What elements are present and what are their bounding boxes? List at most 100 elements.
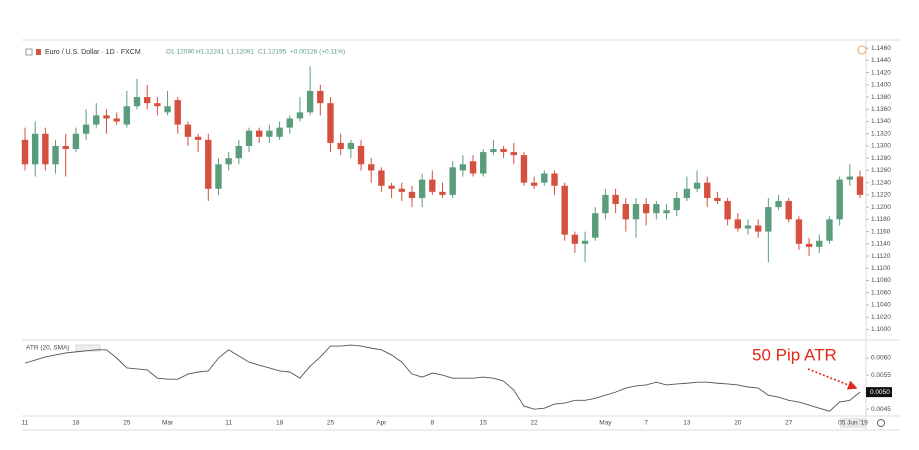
x-tick-label: 11 [225,420,232,427]
y-tick-label: 0.0055 [871,372,891,379]
candle-body [52,145,59,165]
y-tick-label: 1.1100 [871,265,891,272]
candle-body [826,219,833,241]
y-tick-label: 1.1240 [871,179,891,186]
y-tick-label: 1.1320 [871,130,891,137]
y-tick-label: 1.1120 [871,253,891,260]
x-tick-label: 18 [276,420,284,427]
x-tick-label: 15 [480,420,488,427]
candle-body [357,145,365,165]
ohlc-high: H1.12241 [196,49,225,56]
candle-body [164,106,171,113]
y-tick-label: 1.1140 [871,241,891,248]
candle-body [194,136,202,140]
y-tick-label: 1.1340 [871,118,891,125]
candle-body [449,167,456,195]
y-tick-label: 1.1420 [871,69,891,76]
candle-body [429,179,436,192]
candle-body [551,173,558,186]
candle-body [72,133,80,150]
y-tick-label: 1.1220 [871,192,891,199]
y-tick-label: 1.1440 [871,57,891,64]
candle-body [704,182,711,198]
y-tick-label: 1.1260 [871,167,891,174]
settings-icon[interactable] [877,419,885,427]
candle-body [388,185,395,189]
candle-body [754,225,762,232]
x-tick-label: Mar [162,420,174,427]
candle-body [143,97,151,104]
indicator-name: ATR (20, SMA) [26,345,70,352]
candle-body [418,179,426,198]
candle-body [245,130,253,146]
candle-body [530,182,538,186]
candle-body [622,204,629,220]
x-tick-label: May [599,420,612,427]
y-tick-label: 1.1020 [871,314,891,321]
candle-body [602,194,609,214]
y-tick-label: 1.1060 [871,289,891,296]
x-tick-label: 13 [683,420,691,427]
candle-body [775,201,782,208]
y-tick-label: 1.1080 [871,277,891,284]
candle-body [846,176,854,180]
y-tick-label: 1.1000 [871,326,891,333]
candle-body [653,204,660,214]
annotation-arrow [807,368,858,390]
candle-body [469,161,477,174]
candle-body [765,207,772,232]
x-tick-label: 22 [531,420,539,427]
candle-body [205,139,212,189]
candle-body [642,204,650,214]
candle-body [571,234,579,244]
collapse-icon[interactable] [25,48,33,56]
y-tick-label: 1.1360 [871,106,891,113]
ohlc-open: O1.12090 [166,49,195,56]
candle-body [592,213,599,238]
candle-body [296,112,304,119]
candle-body [123,106,131,125]
candle-body [408,191,416,198]
candle-body [276,127,283,137]
candle-body [520,155,528,183]
candle-body [286,118,293,128]
candle-body [225,158,232,165]
candle-body [327,103,334,143]
x-tick-label: Apr [376,420,387,427]
x-tick-label: 05 Jun '19 [838,420,868,427]
candle-body [856,176,864,195]
x-tick-label: 18 [72,420,80,427]
candle-body [714,197,721,202]
candle-body [724,201,731,220]
candle-body [368,164,375,171]
candle-body [42,133,49,165]
x-tick-label: 25 [327,420,335,427]
y-tick-label: 1.1160 [871,228,891,235]
candle-body [93,115,100,125]
candle-body [266,130,273,137]
candle-body [133,97,141,107]
y-tick-label: 1.1280 [871,155,891,162]
y-tick-label: 0.0060 [871,355,891,362]
x-tick-label: 7 [644,420,648,427]
candle-body [500,149,507,153]
candle-body [581,240,589,244]
candle-body [480,152,487,174]
candle-body [31,133,39,165]
candle-body [62,145,69,150]
candle-body [21,139,29,165]
y-tick-label: 1.1180 [871,216,891,223]
candle-body [184,124,192,137]
y-tick-label: 1.1200 [871,204,891,211]
candle-body [337,142,344,150]
symbol[interactable]: Euro / U.S. Dollar · 1D · FXCM [45,49,141,56]
candle-body [795,219,803,244]
alert-icon[interactable] [857,45,867,55]
frame [22,39,900,431]
candle-body [836,179,843,220]
candle-body [663,210,670,214]
y-tick-label: 1.1380 [871,94,891,101]
y-tick-label: 1.1300 [871,143,891,150]
y-tick-label: 1.1460 [871,45,891,52]
